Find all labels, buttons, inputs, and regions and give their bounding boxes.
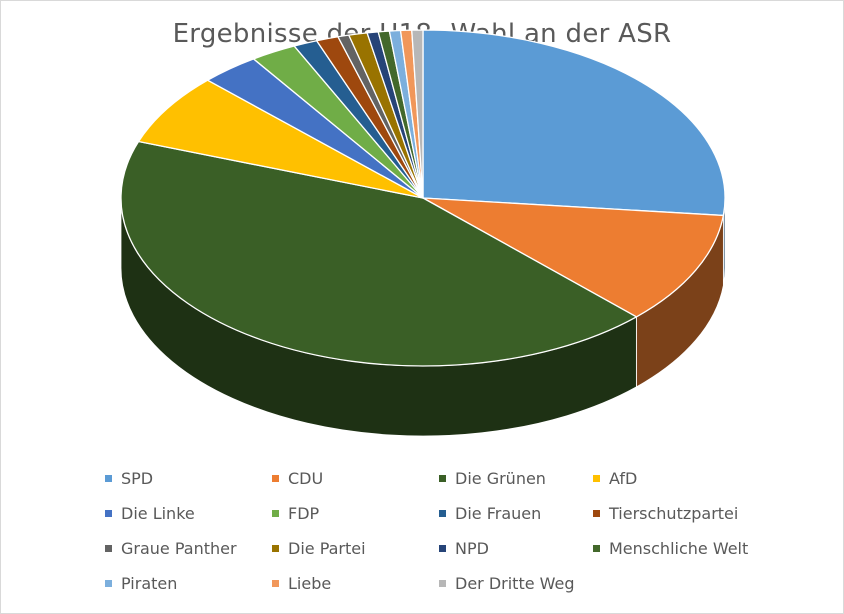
pie-slice-der-dritte-weg	[411, 29, 424, 199]
legend-swatch	[105, 545, 112, 552]
pie-slice-die-gruenen	[120, 140, 638, 367]
legend-item-npd: NPD	[439, 539, 489, 558]
legend-label: Graue Panther	[121, 539, 237, 558]
legend-swatch	[439, 475, 446, 482]
legend-item-afd: AfD	[593, 469, 637, 488]
legend-item-liebe: Liebe	[272, 574, 331, 593]
legend-swatch	[272, 475, 279, 482]
legend-label: Liebe	[288, 574, 332, 593]
legend-label: CDU	[288, 469, 324, 488]
legend-label: NPD	[455, 539, 489, 558]
legend-label: Tierschutzpartei	[609, 504, 739, 523]
legend-item-cdu: CDU	[272, 469, 323, 488]
legend-item-die-linke: Die Linke	[105, 504, 195, 523]
legend-label: Menschliche Welt	[609, 539, 749, 558]
pie-slice-spd	[422, 29, 726, 217]
legend-label: FDP	[288, 504, 320, 523]
legend-item-fdp: FDP	[272, 504, 319, 523]
legend-item-graue-panther: Graue Panther	[105, 539, 237, 558]
legend-swatch	[105, 510, 112, 517]
legend-swatch	[105, 580, 112, 587]
legend-swatch	[272, 545, 279, 552]
legend-item-die-gruenen: Die Grünen	[439, 469, 546, 488]
pie-slice-cdu	[422, 197, 725, 318]
legend-item-menschliche-welt: Menschliche Welt	[593, 539, 748, 558]
legend-label: AfD	[609, 469, 638, 488]
legend-label: Der Dritte Weg	[455, 574, 575, 593]
legend-swatch	[439, 510, 446, 517]
legend-label: Die Frauen	[455, 504, 542, 523]
legend-item-der-dritte-weg: Der Dritte Weg	[439, 574, 575, 593]
legend-swatch	[272, 580, 279, 587]
legend-swatch	[593, 545, 600, 552]
legend-item-tierschutzpartei: Tierschutzpartei	[593, 504, 738, 523]
pie-slice-afd	[137, 79, 424, 199]
pie-slices	[120, 29, 726, 367]
legend-label: Piraten	[121, 574, 178, 593]
legend-label: SPD	[121, 469, 154, 488]
legend-label: Die Linke	[121, 504, 195, 523]
legend-swatch	[593, 475, 600, 482]
pie-chart	[120, 29, 726, 437]
legend-item-die-frauen: Die Frauen	[439, 504, 541, 523]
legend-swatch	[105, 475, 112, 482]
legend-item-die-partei: Die Partei	[272, 539, 366, 558]
legend-swatch	[593, 510, 600, 517]
legend-swatch	[272, 510, 279, 517]
pie-side-walls	[120, 197, 726, 437]
legend-item-spd: SPD	[105, 469, 153, 488]
legend-label: Die Partei	[288, 539, 366, 558]
legend-label: Die Grünen	[455, 469, 546, 488]
legend-item-piraten: Piraten	[105, 574, 177, 593]
legend-swatch	[439, 545, 446, 552]
legend-swatch	[439, 580, 446, 587]
